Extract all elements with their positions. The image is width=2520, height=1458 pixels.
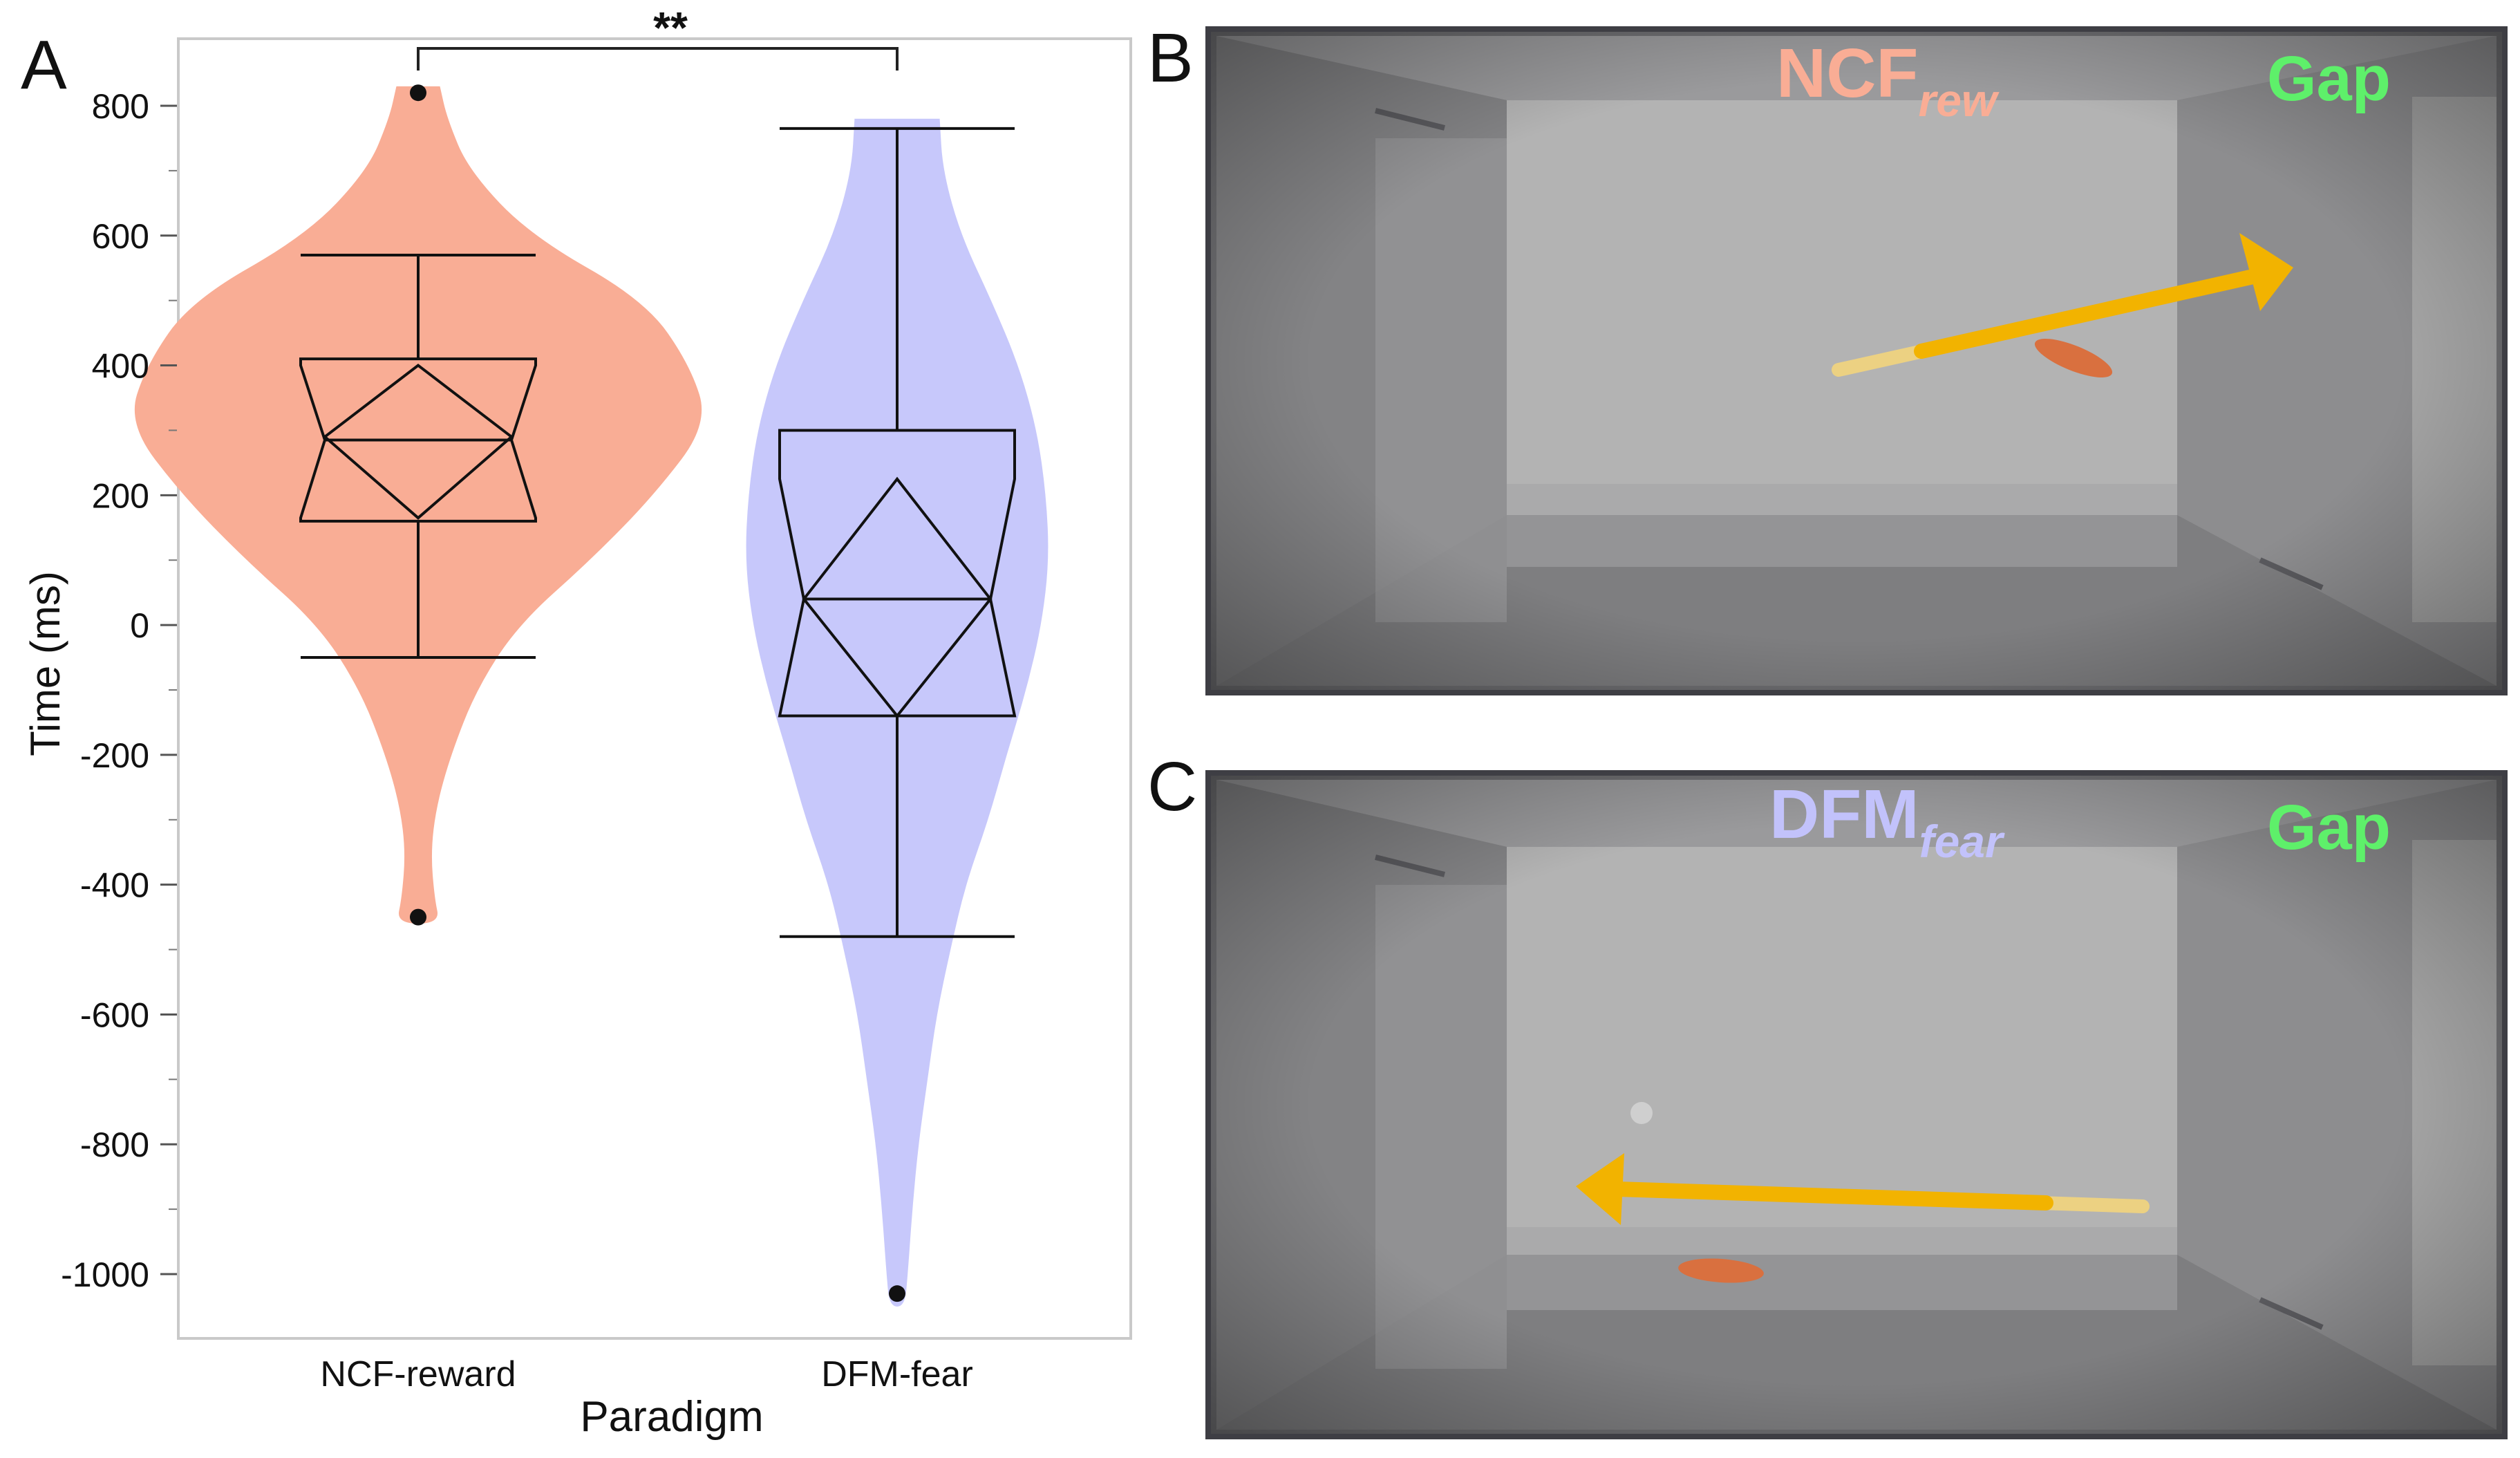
direction-arrow-c <box>1576 1153 2150 1225</box>
box-layer <box>299 127 1017 938</box>
notched-box <box>778 429 1017 718</box>
condition-sub-b: rew <box>1919 75 2000 126</box>
y-axis-title: Time (ms) <box>22 571 68 756</box>
panel-b: B NCFrew Gap <box>1147 19 2508 695</box>
y-tick-label: 800 <box>92 87 149 126</box>
y-tick-label: 0 <box>130 606 149 645</box>
y-tick-label: 600 <box>92 217 149 256</box>
y-tick-label: -400 <box>80 866 149 905</box>
violin-dfm-fear <box>746 118 1049 1307</box>
x-tick-label: DFM-fear <box>821 1354 973 1394</box>
y-tick-label: -600 <box>80 996 149 1034</box>
x-tick-label: NCF-reward <box>320 1354 516 1394</box>
y-tick-label: 200 <box>92 476 149 515</box>
y-tick-label: -1000 <box>61 1255 149 1294</box>
y-tick-label: 400 <box>92 347 149 386</box>
arena-frame-c <box>1205 770 2508 1439</box>
panel-label-c: C <box>1147 748 1197 825</box>
y-tick-label: -800 <box>80 1125 149 1164</box>
x-axis: NCF-reward DFM-fear <box>320 1354 972 1394</box>
violin-layer <box>134 86 1049 1307</box>
means-diamond <box>322 364 514 520</box>
mouse-b <box>2034 339 2113 377</box>
y-tick-label: -200 <box>80 736 149 775</box>
condition-main-b: NCF <box>1776 35 1919 112</box>
significance-label: ** <box>653 3 688 53</box>
panel-a: A 800 600 400 200 0 -200 -400 -600 -800 -1000 NCF… <box>21 3 1132 1441</box>
outlier-point <box>889 1285 905 1302</box>
condition-sub-c: fear <box>1919 816 2005 867</box>
means-diamond <box>802 476 993 718</box>
panel-label-a: A <box>21 26 67 104</box>
outlier-layer <box>410 84 905 1302</box>
plot-frame <box>177 37 1132 1340</box>
gap-label-c: Gap <box>2267 792 2391 863</box>
condition-label-c: DFMfear <box>1769 776 2005 867</box>
significance-bracket <box>417 47 899 71</box>
y-axis: 800 600 400 200 0 -200 -400 -600 -800 -1000 <box>61 87 177 1294</box>
panel-label-b: B <box>1147 19 1194 97</box>
direction-arrow-b <box>1832 233 2293 377</box>
violin-ncf-reward <box>134 86 702 924</box>
notched-box <box>299 357 537 523</box>
x-axis-title: Paradigm <box>580 1393 763 1441</box>
outlier-point <box>410 908 426 926</box>
condition-main-c: DFM <box>1769 776 1919 853</box>
panel-c: C DFMfear Gap <box>1147 748 2508 1439</box>
outlier-point <box>410 84 426 102</box>
condition-label-b: NCFrew <box>1776 35 2000 126</box>
gap-label-b: Gap <box>2267 44 2391 114</box>
mouse-c <box>1678 1258 1764 1283</box>
